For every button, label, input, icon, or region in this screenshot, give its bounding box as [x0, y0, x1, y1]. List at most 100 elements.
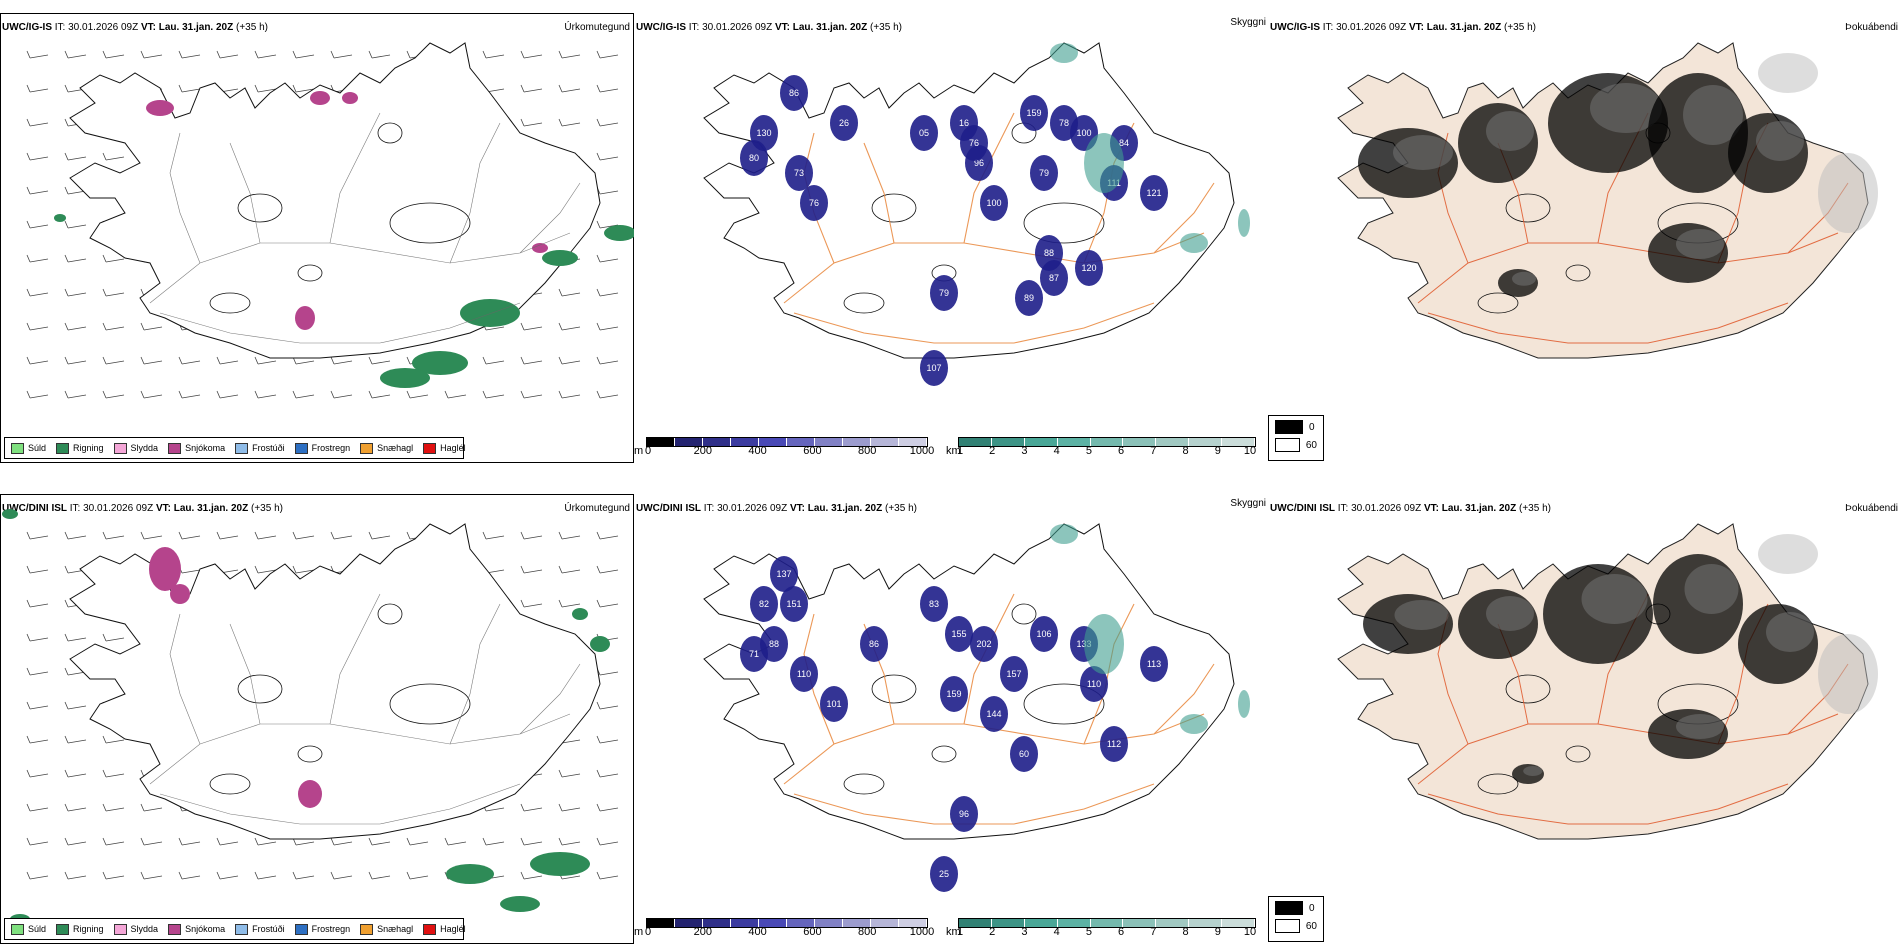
- ceiling-panel-top: UWC/IG-IS IT: 30.01.2026 09Z VT: Lau. 31…: [634, 13, 1268, 463]
- header-precip-top: UWC/IG-IS IT: 30.01.2026 09Z VT: Lau. 31…: [2, 22, 268, 33]
- colorbar-tick: 9: [1214, 926, 1221, 938]
- ceiling-label: 88: [1044, 248, 1054, 258]
- legend-label: Rigning: [73, 443, 104, 453]
- ceiling-label: 86: [789, 88, 799, 98]
- legend-item: Snæhagl: [360, 923, 414, 935]
- legend-item: Frostregn: [294, 442, 351, 454]
- colorbar-tick: 3: [1021, 445, 1028, 457]
- title-precip-bottom: Úrkomutegund: [564, 503, 630, 514]
- legend-swatch: [11, 923, 24, 935]
- precip-legend-top: Súld Rigning Slydda Snjókoma Frostúði Frostre…: [4, 437, 466, 459]
- ceiling-label: 60: [1019, 749, 1029, 759]
- colorbar-tick: 600: [803, 926, 822, 938]
- colorbar-tick: 3: [1021, 926, 1028, 938]
- ceiling-label: 101: [826, 699, 841, 709]
- legend-label: Snjókoma: [185, 443, 226, 453]
- title-precip-top: Úrkomutegund: [564, 22, 630, 33]
- colorbar-tick: 4: [1053, 445, 1060, 457]
- ceiling-label: 130: [756, 128, 771, 138]
- title-cloud-top: Þokuábendi: [1845, 22, 1898, 33]
- legend-label: Haglél: [440, 443, 466, 453]
- cloud-panel-bottom: UWC/DINI ISL IT: 30.01.2026 09Z VT: Lau.…: [1268, 494, 1900, 944]
- ceiling-label: 79: [1039, 168, 1049, 178]
- legend-swatch: [56, 442, 70, 454]
- ceiling-label: 86: [869, 639, 879, 649]
- legend-swatch: [294, 442, 308, 454]
- legend-item: Haglél: [423, 442, 466, 454]
- header-precip-bottom: UWC/DINI ISL IT: 30.01.2026 09Z VT: Lau.…: [2, 503, 283, 514]
- colorbar-tick: 1: [956, 926, 964, 938]
- ceiling-label: 159: [946, 689, 961, 699]
- ceiling-label: 79: [939, 288, 949, 298]
- ceiling-label: 76: [809, 198, 819, 208]
- ceiling-label: 84: [1119, 138, 1129, 148]
- legend-swatch: [113, 923, 127, 935]
- header-cloud-bottom: UWC/DINI ISL IT: 30.01.2026 09Z VT: Lau.…: [1270, 503, 1551, 514]
- cloud-legend-bottom: 0 60: [1268, 896, 1324, 942]
- ceiling-label: 26: [839, 118, 849, 128]
- legend-label: Súld: [28, 924, 47, 934]
- ceiling-label: 144: [986, 709, 1001, 719]
- ceiling-label: 106: [1036, 629, 1051, 639]
- colorbar-tick: 800: [858, 926, 877, 938]
- legend-item: Snjókoma: [168, 923, 225, 935]
- colorbar-tick: 10: [1243, 445, 1257, 457]
- legend-item: Haglél: [423, 923, 466, 935]
- colorbar-tick: 800: [858, 445, 877, 457]
- legend-item: Frostúði: [235, 923, 285, 935]
- precip-map-top: [26, 42, 634, 399]
- ceiling-colorbar-bottom: m 0 200 400 600 800 1000: [634, 918, 934, 942]
- legend-swatch: [113, 442, 127, 454]
- colorbar-tick: 200: [693, 926, 712, 938]
- precip-map-bottom: [2, 509, 619, 924]
- colorbar-tick: 9: [1214, 445, 1221, 457]
- colorbar-tick: 8: [1182, 926, 1189, 938]
- colorbar-tick: 1000: [909, 445, 935, 457]
- colorbar-tick: 400: [748, 445, 767, 457]
- legend-label: Snæhagl: [377, 924, 414, 934]
- colorbar-tick: 2: [989, 926, 996, 938]
- ceiling-label: 113: [1147, 659, 1161, 669]
- colorbar-unit: m: [634, 445, 644, 457]
- legend-swatch: [423, 923, 437, 935]
- precip-panel-top: UWC/IG-IS IT: 30.01.2026 09Z VT: Lau. 31…: [0, 13, 634, 463]
- ceiling-label: 73: [794, 168, 804, 178]
- legend-swatch: [294, 923, 308, 935]
- ceiling-label: 120: [1081, 263, 1096, 273]
- ceiling-label: 88: [769, 639, 779, 649]
- ceiling-label: 05: [919, 128, 929, 138]
- legend-swatch: [235, 442, 249, 454]
- colorbar-tick: 5: [1085, 926, 1092, 938]
- ceiling-map-top: 1308680737626051696100159787910084111121…: [703, 42, 1250, 386]
- visibility-colorbar-bottom: km 1 2 3 4 5 6 7 8 9 10: [946, 918, 1262, 942]
- legend-swatch: [56, 923, 70, 935]
- ceiling-label: 71: [749, 649, 759, 659]
- ceiling-label: 96: [959, 809, 969, 819]
- cloud-legend-top: 0 60: [1268, 415, 1324, 461]
- title-cloud-bottom: Þokuábendi: [1845, 503, 1898, 514]
- colorbar-unit: km: [946, 926, 961, 938]
- colorbar-tick: 7: [1150, 445, 1157, 457]
- legend-item: Frostúði: [235, 442, 285, 454]
- ceiling-label: 157: [1006, 669, 1021, 679]
- ceiling-panel-bottom: UWC/DINI ISL IT: 30.01.2026 09Z VT: Lau.…: [634, 494, 1268, 944]
- legend-swatch: [11, 442, 24, 454]
- colorbar-unit: km: [946, 445, 961, 457]
- legend-label: Frostúði: [252, 443, 285, 453]
- legend-label: Snæhagl: [377, 443, 414, 453]
- legend-swatch: [168, 923, 182, 935]
- visibility-colorbar-top: km 1 2 3 4 5 6 7 8 9 10: [946, 437, 1262, 461]
- legend-label: Rigning: [73, 924, 104, 934]
- ceiling-map-bottom: 137 82 151 88 71 110 101 86 83 155 202 157 144 159 106…: [703, 523, 1250, 892]
- colorbar-tick: 0: [644, 445, 652, 457]
- colorbar-tick: 200: [693, 445, 712, 457]
- legend-swatch: [168, 442, 182, 454]
- colorbar-tick: 7: [1150, 926, 1157, 938]
- ceiling-label: 110: [797, 669, 811, 679]
- legend-item: Frostregn: [294, 923, 350, 935]
- legend-label: Frostregn: [311, 443, 351, 453]
- ceiling-label: 83: [929, 599, 939, 609]
- colorbar-tick: 8: [1182, 445, 1189, 457]
- colorbar-tick: 10: [1243, 926, 1257, 938]
- header-ceiling-top: UWC/IG-IS IT: 30.01.2026 09Z VT: Lau. 31…: [636, 22, 902, 33]
